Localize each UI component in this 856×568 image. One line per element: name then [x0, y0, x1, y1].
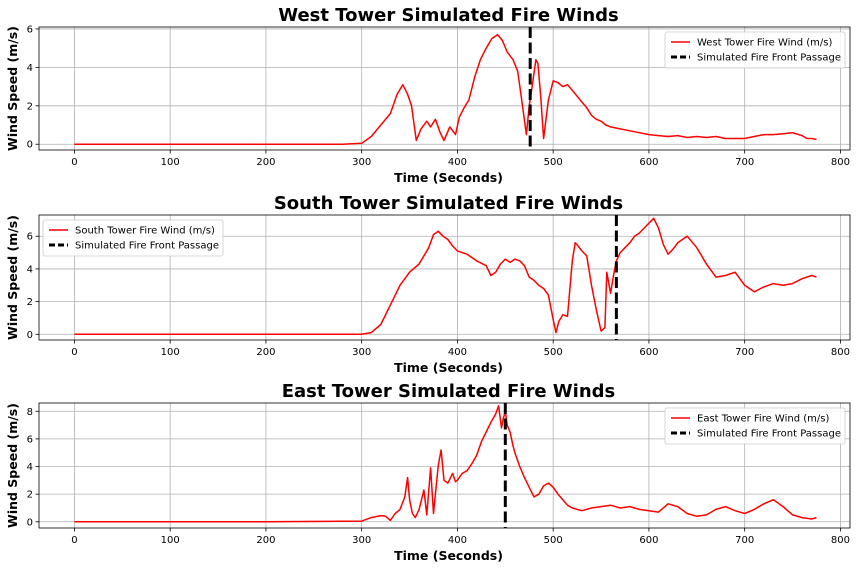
y-tick-label: 4	[27, 462, 33, 473]
y-tick-label: 6	[27, 24, 33, 35]
x-tick-label: 100	[161, 157, 180, 168]
legend-entry: Simulated Fire Front Passage	[697, 429, 841, 440]
plot-frame	[38, 26, 851, 151]
wind-series-line	[74, 217, 817, 336]
y-tick-label: 4	[27, 264, 33, 275]
x-tick-label: 500	[544, 157, 563, 168]
legend-entry: West Tower Fire Wind (m/s)	[697, 38, 832, 49]
legend: West Tower Fire Wind (m/s) Simulated Fire…	[664, 31, 846, 69]
y-tick-label: 6	[27, 434, 33, 445]
x-tick-label: 0	[71, 535, 77, 546]
chart-panel-3: 0 100 200 300 400 500 600 700 800 0 2 4 6 8 East Tower…	[5, 381, 851, 563]
x-tick-label: 300	[352, 535, 371, 546]
y-tick-label: 0	[27, 517, 33, 528]
legend-entry: East Tower Fire Wind (m/s)	[697, 414, 829, 425]
x-tick-label: 600	[639, 157, 658, 168]
chart-title: South Tower Simulated Fire Winds	[274, 193, 623, 214]
x-tick-label: 300	[352, 157, 371, 168]
x-tick-label: 700	[735, 157, 754, 168]
chart-title: East Tower Simulated Fire Winds	[282, 381, 616, 402]
x-tick-label: 0	[71, 347, 77, 358]
y-tick-label: 2	[27, 101, 33, 112]
x-axis-label: Time (Seconds)	[394, 548, 503, 563]
legend: South Tower Fire Wind (m/s) Simulated Fir…	[42, 219, 224, 257]
x-tick-label: 500	[544, 347, 563, 358]
y-axis-label: Wind Speed (m/s)	[5, 26, 20, 151]
wind-series-line	[74, 33, 817, 145]
x-tick-label: 800	[831, 347, 850, 358]
x-tick-label: 300	[352, 347, 371, 358]
x-tick-label: 500	[544, 535, 563, 546]
chart-panel-2: 0 100 200 300 400 500 600 700 800 0 2 4 6 South Tower…	[5, 193, 851, 375]
x-tick-label: 100	[161, 347, 180, 358]
legend-box	[664, 31, 846, 69]
x-tick-label: 100	[161, 535, 180, 546]
x-tick-label: 700	[735, 535, 754, 546]
legend-box	[42, 219, 224, 257]
x-tick-label: 200	[256, 535, 275, 546]
legend-entry: Simulated Fire Front Passage	[75, 241, 219, 252]
chart-title: West Tower Simulated Fire Winds	[278, 5, 618, 26]
x-tick-label: 800	[831, 157, 850, 168]
y-tick-label: 4	[27, 63, 33, 74]
x-tick-label: 200	[256, 157, 275, 168]
y-tick-label: 2	[27, 490, 33, 501]
x-axis-label: Time (Seconds)	[394, 170, 503, 185]
x-tick-label: 400	[448, 535, 467, 546]
x-tick-label: 600	[639, 535, 658, 546]
x-tick-label: 400	[448, 157, 467, 168]
y-tick-label: 6	[27, 232, 33, 243]
chart-panel-1: 0 100 200 300 400 500 600 700 800 0 2 4 6 West Tower …	[5, 5, 851, 185]
y-tick-label: 8	[27, 407, 33, 418]
x-tick-label: 700	[735, 347, 754, 358]
legend-entry: Simulated Fire Front Passage	[697, 53, 841, 64]
legend-entry: South Tower Fire Wind (m/s)	[75, 226, 215, 237]
legend-box	[664, 407, 846, 445]
plot-frame	[38, 214, 851, 341]
x-tick-label: 200	[256, 347, 275, 358]
plot-frame	[38, 402, 851, 529]
x-tick-label: 600	[639, 347, 658, 358]
y-tick-label: 2	[27, 297, 33, 308]
x-tick-label: 400	[448, 347, 467, 358]
y-axis-label: Wind Speed (m/s)	[5, 403, 20, 528]
legend: East Tower Fire Wind (m/s) Simulated Fire…	[664, 407, 846, 445]
x-tick-label: 800	[831, 535, 850, 546]
wind-series-line	[74, 405, 817, 523]
x-axis-label: Time (Seconds)	[394, 360, 503, 375]
y-axis-label: Wind Speed (m/s)	[5, 215, 20, 340]
y-tick-label: 0	[27, 140, 33, 151]
x-tick-label: 0	[71, 157, 77, 168]
y-tick-label: 0	[27, 330, 33, 341]
